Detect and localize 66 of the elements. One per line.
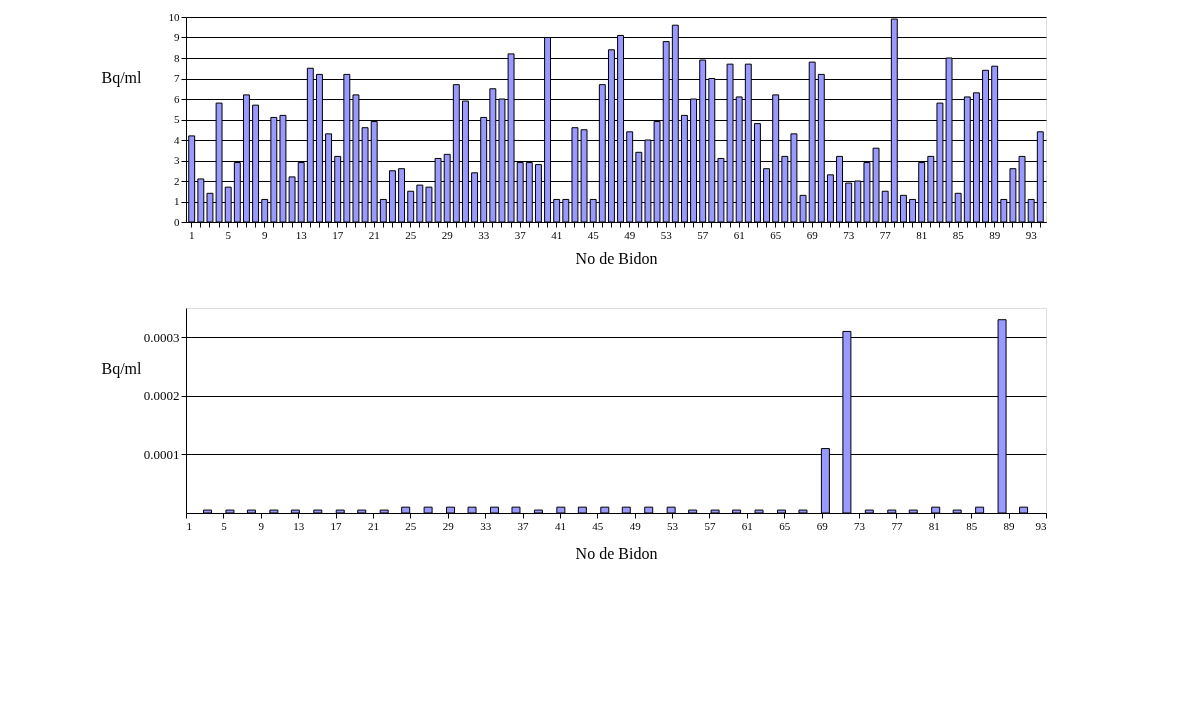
x-tick-label: 77 [891, 519, 903, 532]
x-tick-label: 57 [704, 519, 716, 532]
x-tick-label: 69 [806, 228, 819, 241]
x-tick-label: 41 [551, 228, 563, 241]
y-tick-label: 7 [174, 72, 180, 84]
x-tick-label: 69 [816, 519, 829, 532]
x-tick-label: 89 [989, 228, 1001, 241]
x-tick-label: 17 [330, 519, 343, 532]
x-tick-label: 73 [854, 519, 866, 532]
x-tick-label: 33 [480, 519, 492, 532]
y-tick-label: 4 [174, 133, 180, 146]
x-tick-label: 41 [554, 519, 566, 532]
y-tick-label: 8 [174, 51, 180, 64]
x-tick-label: 53 [660, 228, 673, 241]
x-tick-label: 13 [295, 228, 308, 241]
x-tick-label: 49 [624, 228, 636, 241]
x-tick-label: 45 [592, 519, 604, 532]
x-tick-label: 37 [517, 519, 530, 532]
x-tick-label: 9 [261, 228, 268, 241]
x-tick-label: 65 [779, 519, 791, 532]
x-tick-label: 37 [514, 228, 527, 241]
y-tick-label: 3 [174, 154, 180, 166]
x-tick-label: 5 [225, 228, 232, 241]
x-tick-label: 85 [952, 228, 965, 241]
x-tick-label: 9 [258, 519, 265, 532]
x-tick-label: 93 [1025, 228, 1038, 241]
x-tick-label: 1 [186, 519, 192, 532]
y-tick-label: 0 [174, 215, 180, 228]
x-tick-label: 61 [733, 228, 745, 241]
x-tick-label: 57 [697, 228, 709, 241]
x-tick-label: 29 [441, 228, 454, 241]
x-tick-label: 25 [405, 228, 417, 241]
y-axis-title: Bq/ml [101, 68, 143, 87]
y-axis-title: Bq/ml [101, 359, 143, 378]
x-tick-label: 33 [478, 228, 490, 241]
y-tick-label: 1 [174, 195, 180, 207]
y-tick-label: 0.0003 [143, 329, 180, 345]
x-tick-label: 49 [629, 519, 642, 532]
x-tick-label: 85 [966, 519, 978, 532]
y-tick-label: 10 [168, 10, 180, 23]
x-tick-label: 81 [916, 228, 928, 241]
x-tick-label: 21 [368, 228, 380, 241]
y-tick-label: 6 [174, 92, 180, 105]
y-tick-label: 0.0002 [143, 388, 180, 404]
y-tick-label: 5 [174, 113, 180, 125]
x-tick-label: 25 [405, 519, 417, 532]
x-axis-title: No de Bidon [575, 544, 658, 562]
x-tick-label: 77 [879, 228, 892, 241]
x-tick-label: 5 [221, 519, 228, 532]
x-tick-label: 1 [188, 228, 195, 241]
x-tick-label: 45 [587, 228, 600, 241]
x-tick-label: 17 [332, 228, 344, 241]
y-tick-label: 0.0001 [143, 446, 180, 462]
x-tick-label: 93 [1035, 519, 1047, 532]
x-tick-label: 73 [843, 228, 855, 241]
x-tick-label: 21 [367, 519, 379, 532]
x-tick-label: 81 [928, 519, 940, 532]
x-tick-label: 53 [667, 519, 679, 532]
x-axis-title: No de Bidon [575, 249, 658, 267]
x-tick-label: 29 [442, 519, 455, 532]
x-tick-label: 61 [741, 519, 753, 532]
x-tick-label: 65 [770, 228, 782, 241]
y-tick-label: 2 [174, 174, 180, 187]
y-tick-label: 9 [174, 31, 180, 43]
x-tick-label: 89 [1003, 519, 1016, 532]
x-tick-label: 13 [293, 519, 305, 532]
